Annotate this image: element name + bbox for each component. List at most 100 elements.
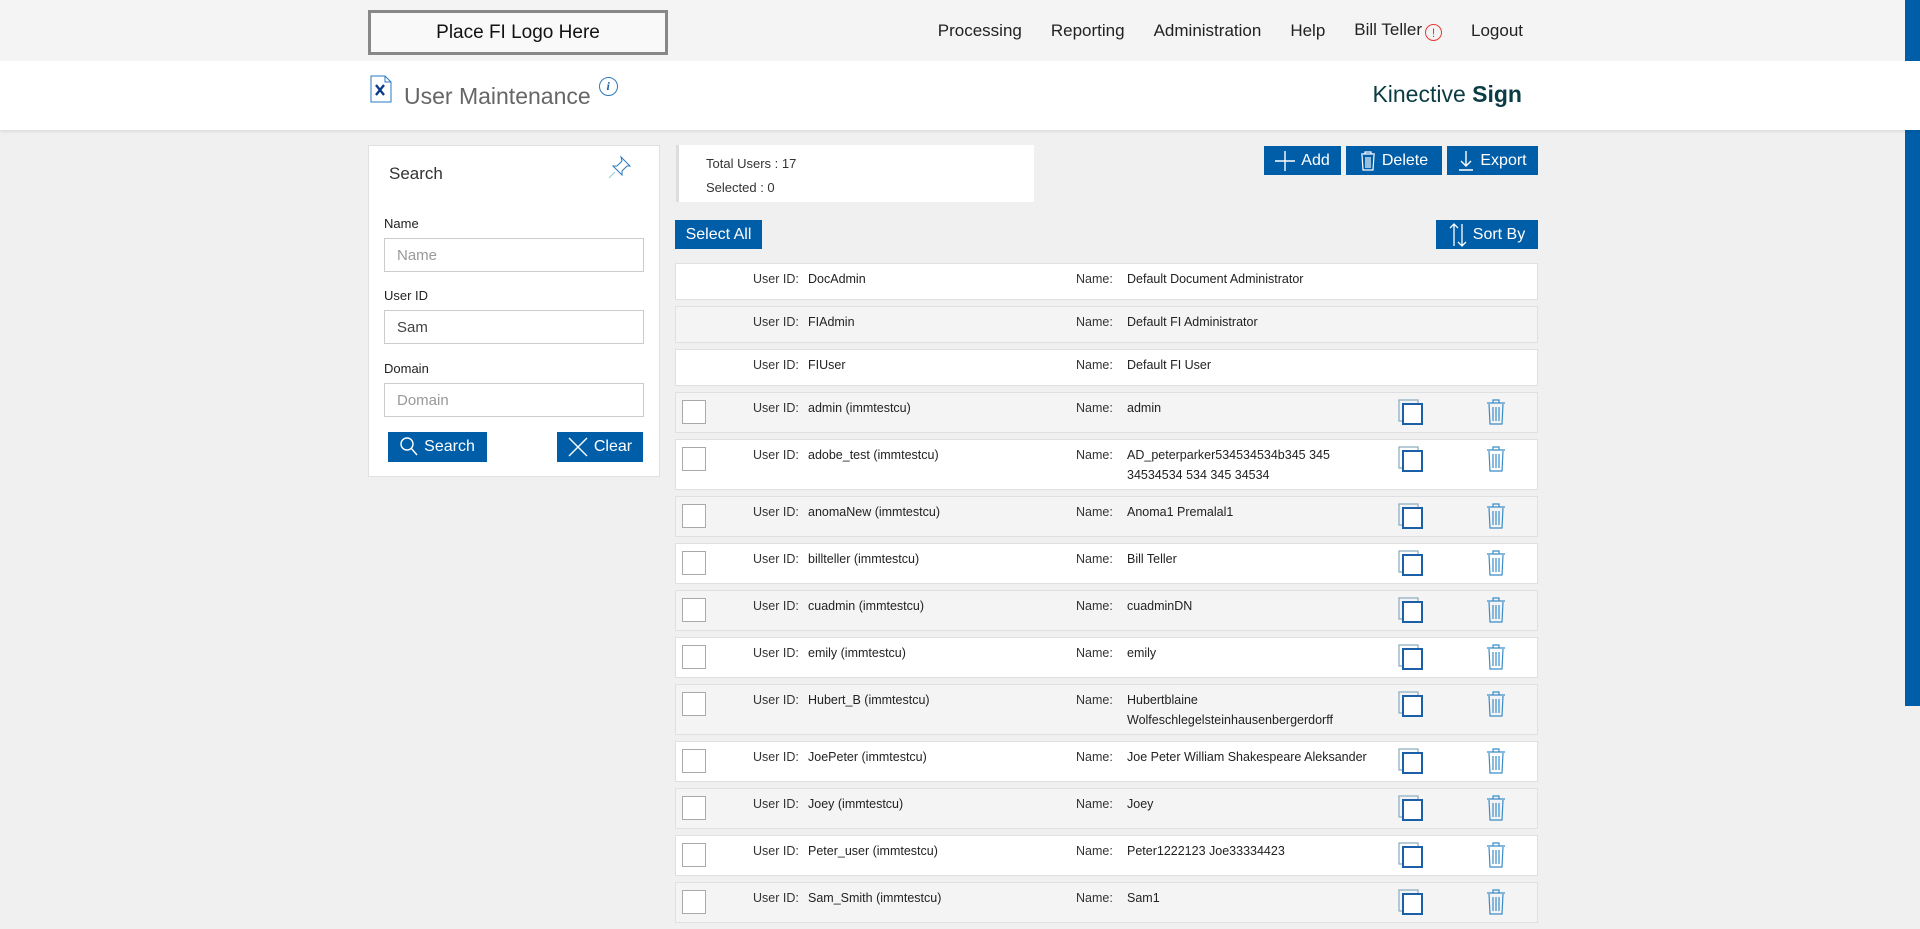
trash-icon[interactable] [1486,503,1506,529]
user-row[interactable]: User ID: billteller (immtestcu) Name: Bi… [675,543,1538,584]
row-checkbox[interactable] [682,447,706,471]
name-value: Joey [1127,797,1154,811]
trash-icon[interactable] [1486,446,1506,472]
row-checkbox[interactable] [682,890,706,914]
trash-icon[interactable] [1486,691,1506,717]
trash-icon[interactable] [1486,399,1506,425]
user-row[interactable]: User ID: DocAdmin Name: Default Document… [675,263,1538,300]
trash-icon[interactable] [1486,748,1506,774]
domain-input[interactable] [384,383,644,417]
user-row[interactable]: User ID: cuadmin (immtestcu) Name: cuadm… [675,590,1538,631]
trash-icon[interactable] [1486,597,1506,623]
name-field-label: Name: [1076,891,1113,905]
row-checkbox[interactable] [682,400,706,424]
search-button-label: Search [424,438,475,455]
name-value: Bill Teller [1127,552,1177,566]
userid-field-label: User ID: [753,448,799,462]
user-row[interactable]: User ID: anomaNew (immtestcu) Name: Anom… [675,496,1538,537]
userid-field-label: User ID: [753,844,799,858]
domain-label: Domain [384,361,429,376]
name-label: Name [384,216,419,231]
copy-icon[interactable] [1398,550,1424,576]
row-checkbox[interactable] [682,749,706,773]
clear-button-label: Clear [593,438,633,455]
sort-by-label: Sort By [1472,225,1526,243]
trash-icon[interactable] [1486,889,1506,915]
userid-field-label: User ID: [753,401,799,415]
user-row[interactable]: User ID: JoePeter (immtestcu) Name: Joe … [675,741,1538,782]
userid-field-label: User ID: [753,750,799,764]
select-all-label: Select All [685,225,752,243]
close-icon [568,437,588,457]
copy-icon[interactable] [1398,889,1424,915]
userid-input[interactable] [384,310,644,344]
userid-value: Hubert_B (immtestcu) [808,693,930,707]
user-row[interactable]: User ID: admin (immtestcu) Name: admin [675,392,1538,433]
search-button[interactable]: Search [388,432,487,462]
nav-logout[interactable]: Logout [1471,20,1523,40]
row-checkbox[interactable] [682,551,706,575]
nav-administration[interactable]: Administration [1153,20,1262,40]
name-value: Hubertblaine Wolfeschlegelsteinhausenber… [1127,693,1333,727]
trash-icon[interactable] [1486,550,1506,576]
user-row[interactable]: User ID: Hubert_B (immtestcu) Name: Hube… [675,684,1538,735]
total-users: Total Users : 17 [706,156,797,171]
nav-processing[interactable]: Processing [937,20,1022,40]
name-field-label: Name: [1076,315,1113,329]
page-title: User Maintenance [404,83,591,109]
select-all-button[interactable]: Select All [675,220,762,249]
nav-help[interactable]: Help [1290,20,1326,40]
info-icon[interactable]: i [598,77,618,96]
name-field-label: Name: [1076,797,1113,811]
export-button[interactable]: Export [1447,146,1538,175]
page-scrollbar[interactable] [1905,0,1920,706]
name-input[interactable] [384,238,644,272]
userid-value: Peter_user (immtestcu) [808,844,938,858]
sort-icon [1449,222,1467,247]
name-value: Anoma1 Premalal1 [1127,505,1234,519]
userid-field-label: User ID: [753,599,799,613]
trash-icon[interactable] [1486,644,1506,670]
user-row[interactable]: User ID: Joey (immtestcu) Name: Joey [675,788,1538,829]
nav-user-menu[interactable]: Bill Teller! [1354,20,1442,42]
userid-field-label: User ID: [753,505,799,519]
name-value: Joe Peter William Shakespeare Aleksander [1127,750,1367,764]
copy-icon[interactable] [1398,503,1424,529]
pin-icon[interactable] [607,154,633,180]
alert-icon[interactable]: ! [1425,24,1442,42]
userid-field-label: User ID: [753,315,799,329]
trash-icon[interactable] [1486,842,1506,868]
row-checkbox[interactable] [682,796,706,820]
clear-button[interactable]: Clear [557,432,643,462]
userid-field-label: User ID: [753,646,799,660]
delete-button[interactable]: Delete [1346,146,1442,175]
copy-icon[interactable] [1398,446,1424,472]
copy-icon[interactable] [1398,795,1424,821]
sort-by-button[interactable]: Sort By [1436,220,1538,249]
copy-icon[interactable] [1398,399,1424,425]
user-summary: Total Users : 17 Selected : 0 [676,145,1034,202]
user-row[interactable]: User ID: Peter_user (immtestcu) Name: Pe… [675,835,1538,876]
row-checkbox[interactable] [682,598,706,622]
user-row[interactable]: User ID: emily (immtestcu) Name: emily [675,637,1538,678]
download-icon [1459,150,1474,171]
add-button[interactable]: Add [1264,146,1341,175]
user-row[interactable]: User ID: adobe_test (immtestcu) Name: AD… [675,439,1538,490]
name-value: Default FI User [1127,358,1212,372]
copy-icon[interactable] [1398,842,1424,868]
nav-reporting[interactable]: Reporting [1050,20,1125,40]
copy-icon[interactable] [1398,597,1424,623]
row-checkbox[interactable] [682,692,706,716]
user-row[interactable]: User ID: FIAdmin Name: Default FI Admini… [675,306,1538,343]
userid-field-label: User ID: [753,693,799,707]
row-checkbox[interactable] [682,645,706,669]
trash-icon[interactable] [1486,795,1506,821]
copy-icon[interactable] [1398,691,1424,717]
delete-label: Delete [1381,151,1429,169]
row-checkbox[interactable] [682,504,706,528]
row-checkbox[interactable] [682,843,706,867]
user-row[interactable]: User ID: FIUser Name: Default FI User [675,349,1538,386]
copy-icon[interactable] [1398,748,1424,774]
copy-icon[interactable] [1398,644,1424,670]
user-row[interactable]: User ID: Sam_Smith (immtestcu) Name: Sam… [675,882,1538,923]
